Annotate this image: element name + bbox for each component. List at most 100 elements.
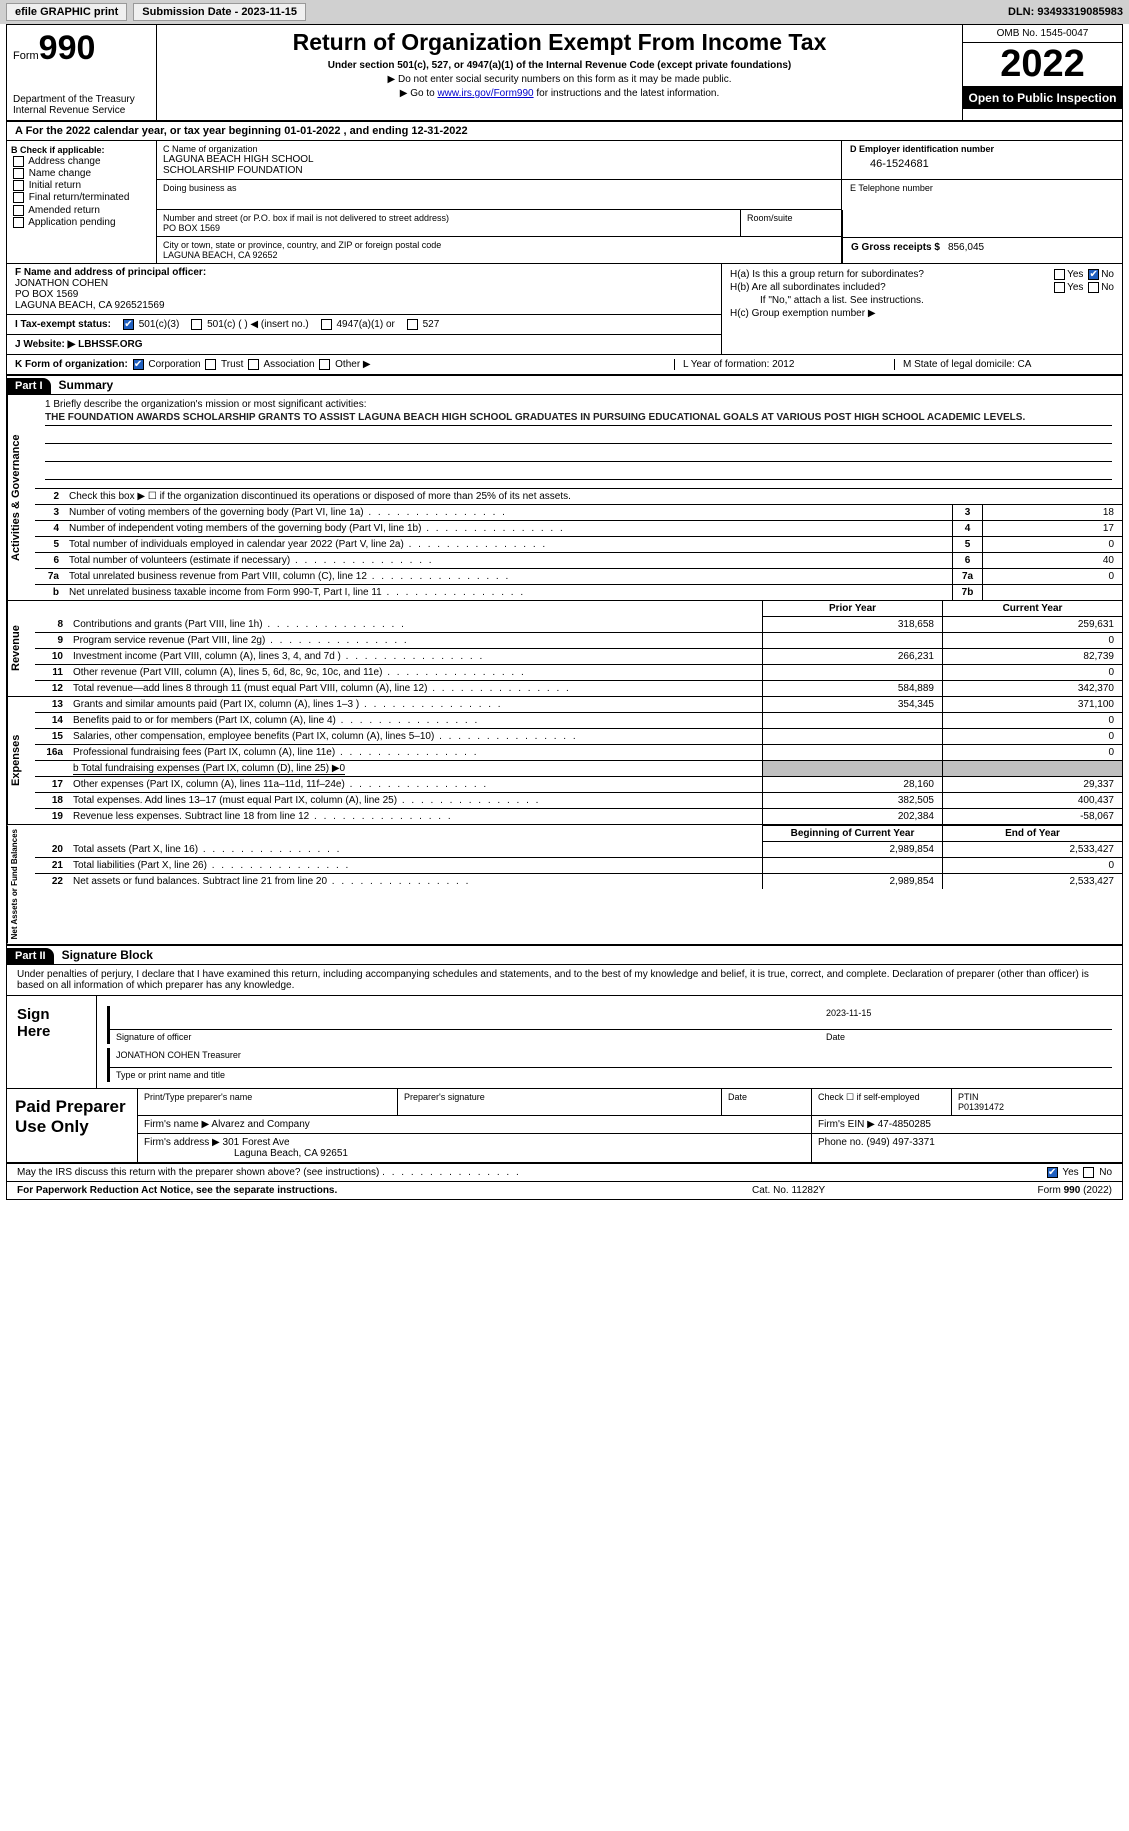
checkbox-discuss-no[interactable] [1083, 1167, 1094, 1178]
dept-treasury: Department of the Treasury Internal Reve… [13, 94, 150, 116]
dln-label: DLN: 93493319085983 [1008, 6, 1123, 18]
tab-revenue: Revenue [7, 601, 35, 696]
state-domicile: M State of legal domicile: CA [894, 359, 1114, 370]
firm-ein: 47-4850285 [878, 1119, 931, 1130]
checkbox-4947[interactable] [321, 319, 332, 330]
checkbox-ha-yes[interactable] [1054, 269, 1065, 280]
data-line-22: 22Net assets or fund balances. Subtract … [35, 873, 1122, 889]
checkbox-501c[interactable] [191, 319, 202, 330]
checkbox-ha-no[interactable] [1088, 269, 1099, 280]
year-formation: L Year of formation: 2012 [674, 359, 894, 370]
gov-line-6: 6Total number of volunteers (estimate if… [35, 552, 1122, 568]
section-h: H(a) Is this a group return for subordin… [722, 264, 1122, 354]
website-row: J Website: ▶ LBHSSF.ORG [7, 334, 721, 354]
net-assets-section: Net Assets or Fund Balances Beginning of… [7, 825, 1122, 945]
dba-cell: Doing business as [163, 183, 835, 205]
ein-value: 46-1524681 [870, 158, 1114, 170]
col-boy: Beginning of Current Year [762, 825, 942, 842]
data-line-16a: 16aProfessional fundraising fees (Part I… [35, 744, 1122, 760]
section-b-checkboxes: B Check if applicable: Address change Na… [7, 141, 157, 263]
page-footer: For Paperwork Reduction Act Notice, see … [7, 1181, 1122, 1199]
checkbox-hb-no[interactable] [1088, 282, 1099, 293]
tab-net-assets: Net Assets or Fund Balances [7, 825, 35, 943]
form-header: Form990 Department of the Treasury Inter… [7, 25, 1122, 122]
line-2: Check this box ▶ ☐ if the organization d… [65, 489, 1122, 504]
firm-phone: (949) 497-3371 [866, 1137, 934, 1148]
gov-line-b: bNet unrelated business taxable income f… [35, 584, 1122, 600]
city-cell: City or town, state or province, country… [157, 237, 841, 263]
checkbox-discuss-yes[interactable] [1047, 1167, 1058, 1178]
org-name-cell: C Name of organization LAGUNA BEACH HIGH… [157, 141, 842, 180]
open-to-public: Open to Public Inspection [963, 87, 1122, 109]
gross-receipts: G Gross receipts $856,045 [843, 238, 1123, 257]
checkbox-corp[interactable] [133, 359, 144, 370]
form-title: Return of Organization Exempt From Incom… [167, 29, 952, 56]
irs-link[interactable]: www.irs.gov/Form990 [437, 88, 533, 99]
data-line-10: 10Investment income (Part VIII, column (… [35, 648, 1122, 664]
data-line-20: 20Total assets (Part X, line 16)2,989,85… [35, 842, 1122, 857]
website-value: LBHSSF.ORG [75, 339, 142, 350]
data-line-12: 12Total revenue—add lines 8 through 11 (… [35, 680, 1122, 696]
gov-line-7a: 7aTotal unrelated business revenue from … [35, 568, 1122, 584]
org-name: LAGUNA BEACH HIGH SCHOOL SCHOLARSHIP FOU… [163, 154, 835, 176]
officer-name: JONATHON COHEN Treasurer [116, 1050, 1106, 1065]
row-a-calendar-year: A For the 2022 calendar year, or tax yea… [7, 122, 1122, 141]
firm-name: Alvarez and Company [211, 1119, 309, 1130]
data-line-14: 14Benefits paid to or for members (Part … [35, 712, 1122, 728]
col-current-year: Current Year [942, 601, 1122, 617]
form-number: Form990 [13, 29, 150, 68]
room-cell: Room/suite [741, 210, 841, 236]
submission-date-button[interactable]: Submission Date - 2023-11-15 [133, 3, 306, 21]
col-prior-year: Prior Year [762, 601, 942, 617]
principal-officer: F Name and address of principal officer:… [7, 264, 721, 315]
firm-address: 301 Forest Ave [223, 1137, 290, 1148]
checkbox-final-return[interactable] [13, 192, 24, 203]
section-k-l-m: K Form of organization: Corporation Trus… [7, 355, 1122, 376]
checkbox-initial-return[interactable] [13, 180, 24, 191]
line-16b: b Total fundraising expenses (Part IX, c… [69, 761, 762, 776]
checkbox-hb-yes[interactable] [1054, 282, 1065, 293]
checkbox-app-pending[interactable] [13, 217, 24, 228]
ein-cell: D Employer identification number 46-1524… [842, 141, 1122, 180]
section-b-through-g: B Check if applicable: Address change Na… [7, 141, 1122, 264]
form-subtitle: Under section 501(c), 527, or 4947(a)(1)… [167, 60, 952, 71]
data-line-17: 17Other expenses (Part IX, column (A), l… [35, 776, 1122, 792]
col-eoy: End of Year [942, 825, 1122, 842]
data-line-19: 19Revenue less expenses. Subtract line 1… [35, 808, 1122, 824]
signature-declaration: Under penalties of perjury, I declare th… [7, 965, 1122, 996]
instruction-1: ▶ Do not enter social security numbers o… [167, 74, 952, 85]
expenses-section: Expenses 13Grants and similar amounts pa… [7, 697, 1122, 825]
tax-exempt-status: I Tax-exempt status: 501(c)(3) 501(c) ( … [7, 315, 721, 334]
phone-cell: E Telephone number [842, 180, 1122, 210]
omb-number: OMB No. 1545-0047 [963, 25, 1122, 43]
checkbox-trust[interactable] [205, 359, 216, 370]
checkbox-assoc[interactable] [248, 359, 259, 370]
ptin-value: P01391472 [958, 1102, 1004, 1112]
gov-line-4: 4Number of independent voting members of… [35, 520, 1122, 536]
efile-print-button[interactable]: efile GRAPHIC print [6, 3, 127, 21]
activities-governance-section: Activities & Governance 1 Briefly descri… [7, 395, 1122, 601]
instruction-2: ▶ Go to www.irs.gov/Form990 for instruct… [167, 88, 952, 99]
sign-here-label: Sign Here [7, 996, 97, 1088]
data-line-13: 13Grants and similar amounts paid (Part … [35, 697, 1122, 712]
form-990-container: Form990 Department of the Treasury Inter… [6, 24, 1123, 1200]
checkbox-527[interactable] [407, 319, 418, 330]
top-bar: efile GRAPHIC print Submission Date - 20… [0, 0, 1129, 24]
tax-year: 2022 [963, 43, 1122, 87]
checkbox-address-change[interactable] [13, 156, 24, 167]
mission-text: THE FOUNDATION AWARDS SCHOLARSHIP GRANTS… [45, 410, 1112, 426]
street-cell: Number and street (or P.O. box if mail i… [157, 210, 741, 236]
data-line-11: 11Other revenue (Part VIII, column (A), … [35, 664, 1122, 680]
gov-line-3: 3Number of voting members of the governi… [35, 504, 1122, 520]
paid-preparer-block: Paid Preparer Use Only Print/Type prepar… [7, 1089, 1122, 1164]
gov-line-5: 5Total number of individuals employed in… [35, 536, 1122, 552]
checkbox-name-change[interactable] [13, 168, 24, 179]
checkbox-other[interactable] [319, 359, 330, 370]
data-line-9: 9Program service revenue (Part VIII, lin… [35, 632, 1122, 648]
section-f-through-j: F Name and address of principal officer:… [7, 264, 1122, 355]
checkbox-amended[interactable] [13, 205, 24, 216]
data-line-8: 8Contributions and grants (Part VIII, li… [35, 617, 1122, 632]
paid-preparer-label: Paid Preparer Use Only [7, 1089, 137, 1162]
data-line-21: 21Total liabilities (Part X, line 26)0 [35, 857, 1122, 873]
checkbox-501c3[interactable] [123, 319, 134, 330]
